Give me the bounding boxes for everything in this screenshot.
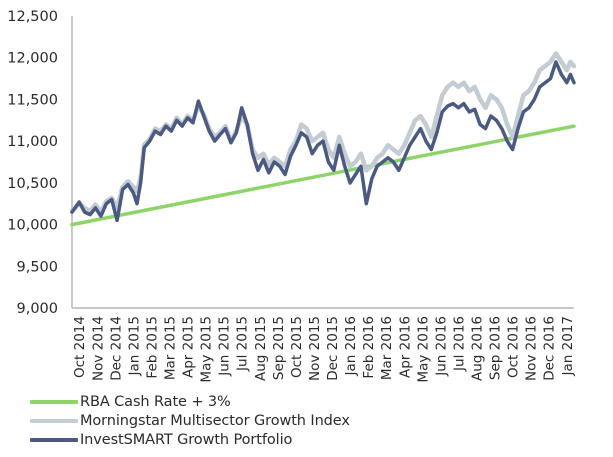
y-tick-label: 9,500 bbox=[16, 259, 58, 275]
series-rba-cash-rate bbox=[70, 124, 576, 227]
series-investsmart-portfolio bbox=[70, 60, 576, 223]
x-tick-label: May 2015 bbox=[199, 316, 215, 383]
x-tick-label: Sep 2015 bbox=[271, 316, 287, 380]
y-tick-label: 12,000 bbox=[7, 51, 58, 67]
legend-label-rba: RBA Cash Rate + 3% bbox=[80, 393, 231, 410]
legend-label-morningstar: Morningstar Multisector Growth Index bbox=[80, 412, 350, 429]
x-tick-label: Dec 2015 bbox=[325, 316, 341, 381]
x-tick-label: Jan 2015 bbox=[126, 316, 142, 376]
x-tick-label: Nov 2014 bbox=[90, 316, 106, 381]
legend-item-rba: RBA Cash Rate + 3% bbox=[30, 392, 350, 411]
y-tick-label: 12,500 bbox=[7, 9, 58, 25]
x-tick-label: Jul 2016 bbox=[451, 316, 467, 372]
x-tick-label: Oct 2015 bbox=[289, 316, 305, 378]
x-tick-label: Dec 2016 bbox=[542, 316, 558, 381]
x-tick-label: Jun 2016 bbox=[433, 316, 449, 377]
x-tick-label: Aug 2015 bbox=[253, 316, 269, 381]
legend-swatch-rba bbox=[30, 399, 78, 404]
y-tick-label: 11,500 bbox=[7, 92, 58, 108]
series-morningstar-index bbox=[69, 51, 577, 215]
x-tick-label: Nov 2015 bbox=[307, 316, 323, 381]
x-tick-label: Apr 2016 bbox=[397, 316, 413, 378]
x-tick-label: Mar 2016 bbox=[379, 316, 395, 380]
series-layer bbox=[69, 51, 577, 227]
x-tick-label: Mar 2015 bbox=[163, 316, 179, 380]
legend-swatch-investsmart bbox=[30, 437, 78, 442]
x-tick-label: Feb 2016 bbox=[361, 316, 377, 379]
y-tick-label: 10,000 bbox=[7, 218, 58, 234]
legend-item-morningstar: Morningstar Multisector Growth Index bbox=[30, 411, 350, 430]
y-axis-ticks: 9,000 9,500 10,000 10,500 11,000 11,500 12,000… bbox=[7, 9, 58, 317]
x-tick-label: Apr 2015 bbox=[181, 316, 197, 378]
x-tick-label: Jun 2015 bbox=[217, 316, 233, 377]
legend-swatch-morningstar bbox=[30, 418, 78, 423]
x-tick-label: Sep 2016 bbox=[488, 316, 504, 380]
y-tick-label: 9,000 bbox=[16, 301, 58, 317]
legend-label-investsmart: InvestSMART Growth Portfolio bbox=[80, 431, 293, 448]
legend-item-investsmart: InvestSMART Growth Portfolio bbox=[30, 430, 350, 449]
x-axis-ticks: Oct 2014 Nov 2014 Dec 2014 Jan 2015 Feb 2015… bbox=[72, 316, 576, 383]
x-tick-label: Feb 2015 bbox=[144, 316, 160, 379]
x-tick-label: Oct 2014 bbox=[72, 316, 88, 378]
x-tick-label: Jan 2017 bbox=[560, 316, 576, 376]
x-tick-label: Aug 2016 bbox=[469, 316, 485, 381]
y-tick-label: 11,000 bbox=[7, 134, 58, 150]
x-tick-label: Dec 2014 bbox=[108, 316, 124, 381]
x-tick-label: Nov 2016 bbox=[524, 316, 540, 381]
y-tick-label: 10,500 bbox=[7, 176, 58, 192]
x-tick-label: Jan 2016 bbox=[343, 316, 359, 376]
legend: RBA Cash Rate + 3% Morningstar Multisect… bbox=[30, 392, 350, 449]
x-tick-label: Jul 2015 bbox=[235, 316, 251, 372]
line-chart: 9,000 9,500 10,000 10,500 11,000 11,500 12,000… bbox=[7, 9, 577, 383]
x-tick-label: Oct 2016 bbox=[506, 316, 522, 378]
x-tick-label: May 2016 bbox=[415, 316, 431, 383]
